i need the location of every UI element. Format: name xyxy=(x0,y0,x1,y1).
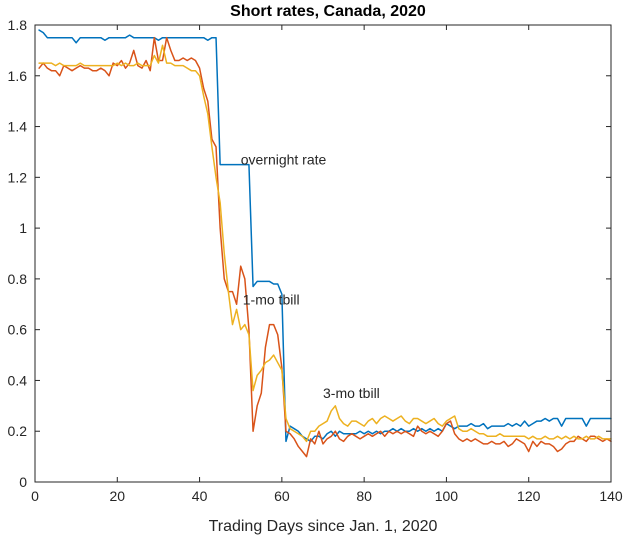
y-tick-label: 1.4 xyxy=(8,119,28,135)
y-tick-label: 1.6 xyxy=(8,68,28,84)
y-tick-label: 0.6 xyxy=(8,322,28,338)
series-layer xyxy=(38,29,612,458)
x-tick-label: 40 xyxy=(192,488,208,504)
y-tick-label: 1.2 xyxy=(8,169,28,185)
plot-frame xyxy=(34,24,612,483)
axis-ticks: 0 20 40 60 80 100 120 140 0 0.2 0.4 0.6 0.8 1 1.2 1.4 1.… xyxy=(8,17,623,504)
chart-title: Short rates, Canada, 2020 xyxy=(230,3,426,20)
x-tick-label: 20 xyxy=(109,488,125,504)
y-tick-label: 1 xyxy=(19,220,27,236)
y-tick-label: 0.8 xyxy=(8,271,28,287)
series-annotation: 3-mo tbill xyxy=(323,385,380,401)
series-annotation: 1-mo tbill xyxy=(243,291,300,307)
y-tick-label: 0.2 xyxy=(8,423,28,439)
x-axis-label: Trading Days since Jan. 1, 2020 xyxy=(209,518,438,535)
y-tick-label: 0 xyxy=(19,474,27,490)
annotations: overnight rate 1-mo tbill 3-mo tbill xyxy=(241,152,380,402)
y-tick-label: 1.8 xyxy=(8,17,28,33)
x-tick-label: 140 xyxy=(599,488,623,504)
series-line-overnight-rate xyxy=(38,29,612,443)
x-tick-label: 60 xyxy=(274,488,290,504)
x-tick-label: 100 xyxy=(435,488,459,504)
series-annotation: overnight rate xyxy=(241,152,327,168)
y-tick-label: 0.4 xyxy=(8,372,28,388)
series-line-3-mo-tbill xyxy=(38,44,612,443)
series-line-1-mo-tbill xyxy=(38,36,612,458)
x-tick-label: 80 xyxy=(356,488,372,504)
x-tick-label: 0 xyxy=(31,488,39,504)
x-tick-label: 120 xyxy=(517,488,541,504)
